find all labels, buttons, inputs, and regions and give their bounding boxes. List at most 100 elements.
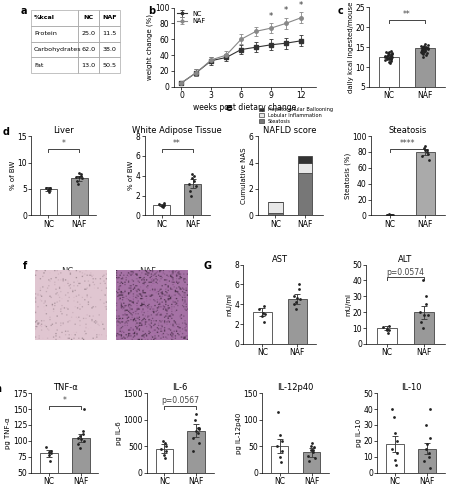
- Point: [418, 44, 425, 52]
- Title: Steatosis: Steatosis: [388, 126, 427, 136]
- Point: [159, 204, 166, 212]
- Point: [42, 184, 49, 192]
- Point: [388, 444, 396, 452]
- Point: [387, 212, 394, 220]
- Point: [427, 464, 434, 471]
- Point: [388, 48, 396, 56]
- Point: [418, 152, 425, 160]
- Text: Carbohydrates: Carbohydrates: [34, 47, 82, 52]
- Point: [47, 184, 54, 192]
- Point: [425, 150, 432, 158]
- Point: [383, 52, 390, 60]
- Text: d: d: [2, 126, 9, 136]
- Y-axis label: pg IL-10: pg IL-10: [356, 418, 362, 447]
- Bar: [99, 42, 120, 58]
- Point: [193, 410, 200, 418]
- Point: [73, 174, 80, 182]
- Y-axis label: Steatosis (%): Steatosis (%): [344, 152, 351, 199]
- Point: [158, 444, 165, 452]
- Point: [162, 454, 169, 462]
- Bar: [415, 48, 435, 106]
- Point: [79, 427, 86, 435]
- Text: *: *: [269, 12, 273, 21]
- Point: [422, 46, 429, 54]
- Bar: [416, 152, 435, 216]
- Point: [48, 447, 55, 455]
- Bar: [184, 184, 201, 216]
- Point: [418, 48, 425, 56]
- Point: [423, 48, 431, 56]
- Bar: [78, 58, 99, 74]
- Text: f: f: [23, 262, 27, 272]
- Point: [186, 186, 194, 194]
- Point: [46, 188, 53, 196]
- Bar: [379, 57, 399, 106]
- Point: [387, 47, 395, 55]
- Point: [388, 405, 396, 413]
- Text: 38.0: 38.0: [103, 47, 117, 52]
- Point: [305, 457, 313, 465]
- Point: [261, 302, 268, 310]
- Bar: [414, 312, 434, 344]
- Point: [80, 405, 87, 413]
- Bar: [71, 178, 88, 216]
- Point: [424, 44, 431, 52]
- Point: [42, 443, 49, 451]
- Text: b: b: [148, 6, 155, 16]
- Point: [425, 452, 432, 460]
- Bar: [298, 173, 313, 216]
- Point: [389, 212, 396, 220]
- Y-axis label: Cumulative NAS: Cumulative NAS: [242, 148, 247, 204]
- Point: [419, 276, 427, 284]
- Y-axis label: mU/ml: mU/ml: [227, 293, 233, 316]
- Point: [383, 212, 391, 220]
- Point: [387, 51, 394, 59]
- Point: [425, 450, 432, 458]
- Point: [195, 424, 202, 432]
- Text: *: *: [62, 139, 66, 148]
- Point: [386, 322, 393, 330]
- Point: [186, 180, 193, 188]
- Point: [386, 326, 393, 334]
- Point: [424, 312, 431, 320]
- Text: NAF: NAF: [102, 16, 117, 20]
- Point: [422, 51, 429, 59]
- Bar: [153, 206, 170, 216]
- Point: [385, 58, 392, 66]
- Y-axis label: weight change (%): weight change (%): [147, 14, 154, 80]
- Point: [308, 440, 315, 448]
- Point: [77, 170, 84, 178]
- Text: 25.0: 25.0: [81, 31, 95, 36]
- Bar: [271, 446, 288, 472]
- Point: [389, 52, 396, 60]
- Point: [295, 286, 303, 294]
- Point: [421, 42, 428, 50]
- Point: [392, 429, 399, 437]
- Text: NC: NC: [83, 16, 93, 20]
- Text: 50.5: 50.5: [103, 63, 117, 68]
- Point: [47, 450, 54, 458]
- Point: [76, 444, 83, 452]
- Point: [76, 173, 83, 181]
- Point: [79, 430, 86, 438]
- Text: G: G: [203, 262, 211, 272]
- Bar: [298, 162, 313, 173]
- Text: e: e: [225, 102, 232, 113]
- Point: [422, 43, 429, 51]
- Point: [383, 212, 391, 220]
- Text: a: a: [21, 6, 27, 16]
- Title: ALT: ALT: [398, 255, 413, 264]
- Point: [417, 308, 424, 316]
- Point: [159, 437, 167, 445]
- Point: [190, 448, 197, 456]
- Point: [425, 156, 432, 164]
- Point: [392, 456, 399, 464]
- Title: Liver: Liver: [53, 126, 74, 136]
- Point: [47, 185, 54, 193]
- Y-axis label: pg IL-12p40: pg IL-12p40: [236, 412, 242, 454]
- Point: [423, 148, 431, 156]
- Point: [419, 43, 427, 51]
- Point: [420, 312, 427, 320]
- Point: [392, 460, 400, 468]
- Point: [308, 446, 315, 454]
